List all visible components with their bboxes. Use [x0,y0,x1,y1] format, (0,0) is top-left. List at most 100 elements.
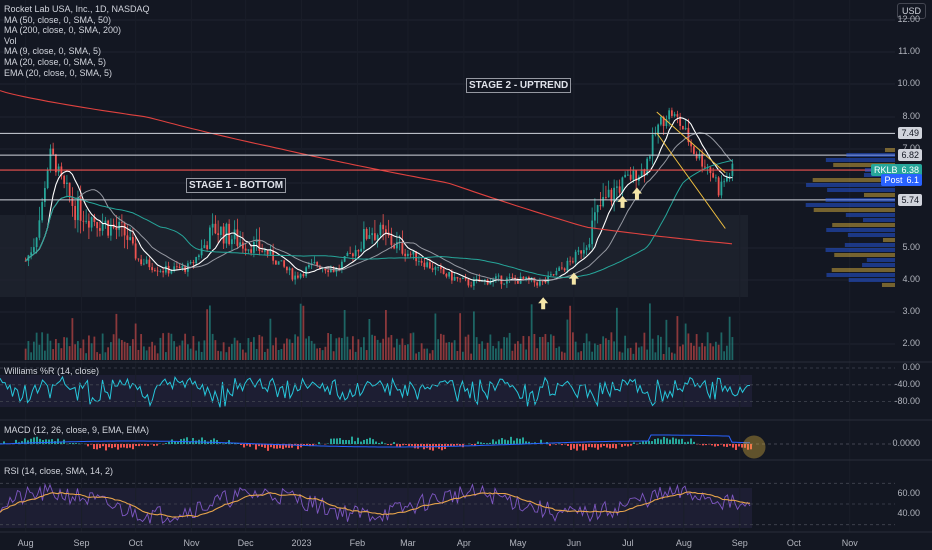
volume-bar [596,344,599,360]
macd-histogram-bar [39,438,41,444]
macd-histogram-bar [519,438,521,444]
volume-profile-bar [813,208,895,212]
volume-bar [450,342,453,360]
macd-histogram-bar [567,444,569,446]
macd-histogram-bar [213,438,215,444]
candle-body [87,220,90,228]
candle-body [615,186,618,188]
macd-histogram-bar [573,444,575,449]
macd-histogram-bar [123,444,125,448]
macd-histogram-bar [297,444,299,450]
candle-body [687,127,690,143]
y-tick-label: 4.00 [902,274,920,284]
volume-bar [453,340,456,360]
macd-histogram-bar [174,441,176,444]
volume-bar [382,338,385,360]
volume-bar [530,304,533,360]
currency-badge[interactable]: USD [896,3,926,19]
candle-body [464,278,467,280]
volume-bar [679,346,682,360]
macd-histogram-bar [705,444,707,446]
rsi-title[interactable]: RSI (14, close, SMA, 14, 2) [4,466,114,476]
volume-bar [327,333,330,360]
candle-body [599,205,602,207]
macd-histogram-bar [510,436,512,444]
macd-histogram-bar [669,439,671,444]
williams-title[interactable]: Williams %R (14, close) [4,366,100,376]
candle-body [428,262,431,269]
legend-ema20[interactable]: EMA (20, close, 0, SMA, 5) [4,67,113,78]
candle-body [283,260,286,267]
volume-bar [401,338,404,360]
volume-bar [63,337,66,360]
volume-bar [27,341,30,360]
volume-bar [76,341,79,360]
macd-histogram-bar [588,444,590,447]
x-tick-label: Dec [237,538,254,548]
macd-histogram-bar [330,438,332,444]
indicator-legend: Rocket Lab USA, Inc., 1D, NASDAQ MA (50,… [4,4,150,78]
macd-histogram-bar [363,439,365,444]
x-tick-label: 2023 [291,538,312,548]
macd-histogram-bar [267,444,269,451]
up-arrow-icon [538,297,549,310]
legend-ma20[interactable]: MA (20, close, 0, SMA, 5) [4,56,107,67]
macd-histogram-bar [93,444,95,450]
candle-body [662,116,665,127]
volume-bar [489,334,492,360]
legend-ma9[interactable]: MA (9, close, 0, SMA, 5) [4,46,102,57]
volume-bar [148,346,151,360]
macd-histogram-bar [630,444,632,446]
candle-body [426,262,429,267]
volume-bar [604,338,607,360]
volume-bar [420,343,423,360]
candle-body [181,265,184,268]
volume-bar [74,344,77,360]
volume-bar [184,333,187,360]
candle-body [68,182,71,198]
volume-bar [283,343,286,360]
candle-body [244,248,247,251]
macd-histogram-bar [240,444,242,446]
macd-histogram-bar [516,438,518,444]
volume-bar [266,348,269,360]
legend-ma50[interactable]: MA (50, close, 0, SMA, 50) [4,14,112,25]
candle-body [173,266,176,271]
legend-vol[interactable]: Vol [4,35,17,46]
volume-bar [549,334,552,360]
volume-bar [725,345,728,360]
candle-body [588,244,591,248]
price-label-text: Post [884,174,903,185]
macd-histogram-bar [678,439,680,444]
volume-bar [676,316,679,360]
macd-title[interactable]: MACD (12, 26, close, 9, EMA, EMA) [4,425,150,435]
candle-body [35,237,38,248]
volume-bar [461,351,464,360]
volume-bar [195,350,198,360]
volume-bar [668,347,671,360]
volume-bar [423,348,426,360]
macd-histogram-bar [342,439,344,444]
candle-body [379,224,382,235]
macd-histogram-bar [483,442,485,444]
volume-bar [329,333,332,360]
candle-body [52,148,55,155]
volume-bar [294,334,297,360]
candle-body [148,259,151,268]
y-tick-label: 5.00 [902,242,920,252]
volume-bar [120,340,123,360]
volume-bar [129,345,132,360]
candle-body [134,243,137,259]
candle-body [657,124,660,135]
macd-histogram-bar [471,444,473,445]
price-label-value: 6.1 [906,174,919,185]
candle-body [659,116,662,125]
volume-bar [547,342,550,360]
volume-bar [52,349,55,360]
volume-bar [577,352,580,360]
volume-profile-bar [826,228,895,232]
legend-ma200[interactable]: MA (200, close, 0, SMA, 200) [4,25,122,36]
volume-bar [299,303,302,360]
volume-bar [511,350,514,360]
